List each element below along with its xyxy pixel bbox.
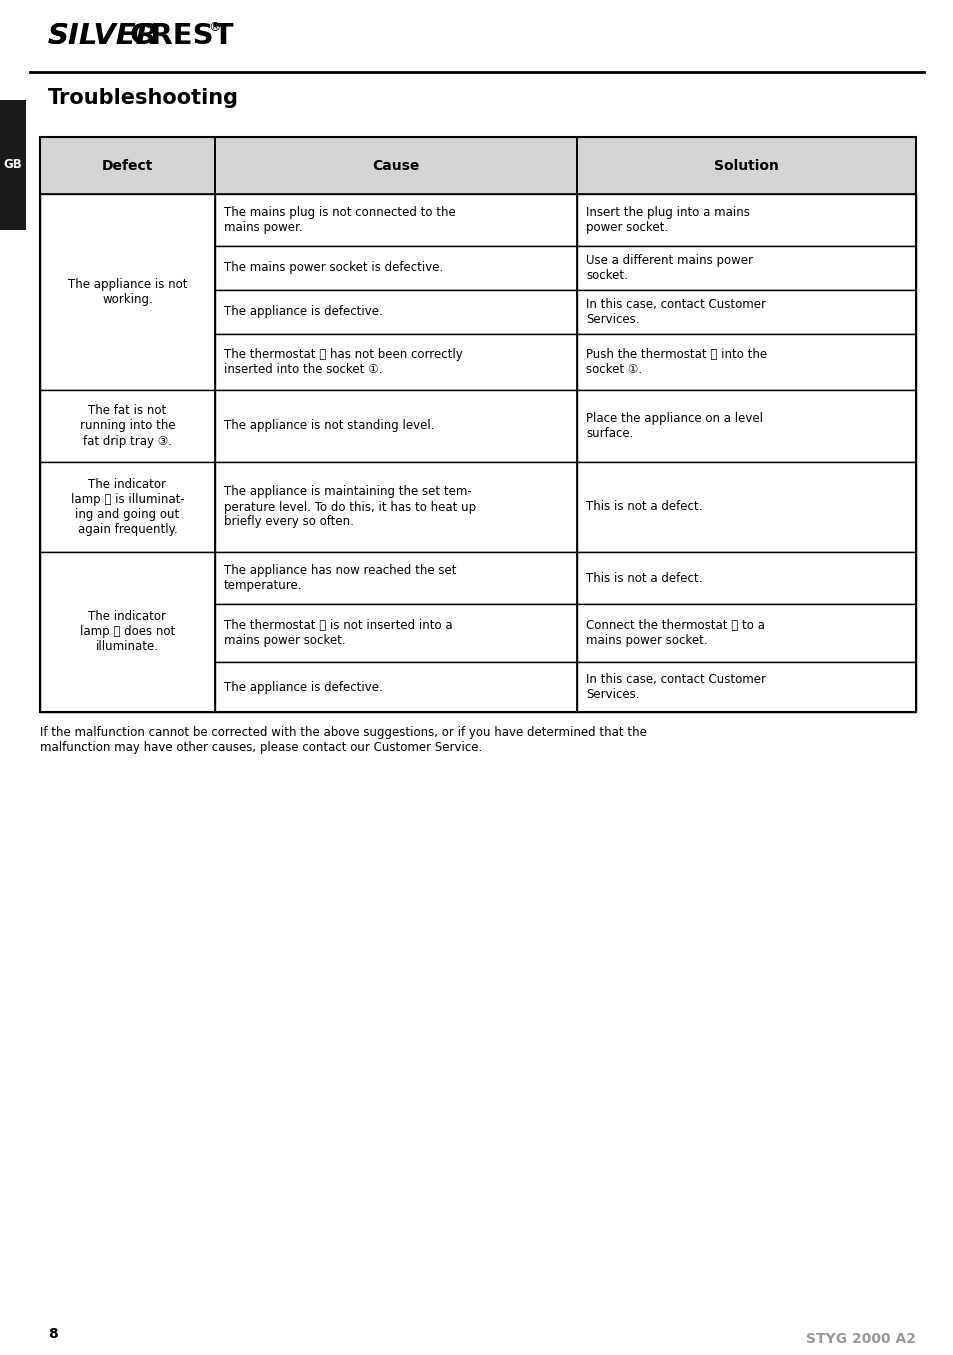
Text: The mains power socket is defective.: The mains power socket is defective. xyxy=(224,262,443,275)
Text: Troubleshooting: Troubleshooting xyxy=(48,88,239,108)
Text: The indicator
lamp ⓕ does not
illuminate.: The indicator lamp ⓕ does not illuminate… xyxy=(80,611,175,653)
Text: ®: ® xyxy=(208,20,220,34)
Text: Cause: Cause xyxy=(372,159,419,172)
Bar xyxy=(40,137,915,711)
Text: GB: GB xyxy=(4,159,22,172)
Bar xyxy=(214,663,577,711)
Text: Defect: Defect xyxy=(102,159,153,172)
Bar xyxy=(214,333,577,390)
Bar xyxy=(214,290,577,333)
Text: The appliance is not standing level.: The appliance is not standing level. xyxy=(224,420,434,432)
Text: Solution: Solution xyxy=(713,159,778,172)
Text: The fat is not
running into the
fat drip tray ③.: The fat is not running into the fat drip… xyxy=(80,405,175,447)
Bar xyxy=(214,604,577,663)
Text: The appliance is defective.: The appliance is defective. xyxy=(224,305,382,318)
Text: Insert the plug into a mains
power socket.: Insert the plug into a mains power socke… xyxy=(585,206,749,234)
Bar xyxy=(214,247,577,290)
Bar xyxy=(577,247,915,290)
Text: S: S xyxy=(48,22,69,50)
Bar xyxy=(0,100,26,230)
Text: Connect the thermostat ⓔ to a
mains power socket.: Connect the thermostat ⓔ to a mains powe… xyxy=(585,619,764,646)
Text: This is not a defect.: This is not a defect. xyxy=(585,572,701,584)
Bar xyxy=(577,462,915,551)
Text: The appliance is not
working.: The appliance is not working. xyxy=(68,278,187,306)
Bar xyxy=(577,663,915,711)
Bar xyxy=(577,333,915,390)
Text: Use a different mains power
socket.: Use a different mains power socket. xyxy=(585,253,752,282)
Bar xyxy=(40,137,915,194)
Bar xyxy=(577,604,915,663)
Text: 8: 8 xyxy=(48,1327,58,1341)
Text: The thermostat ⓔ has not been correctly
inserted into the socket ①.: The thermostat ⓔ has not been correctly … xyxy=(224,348,462,375)
Text: The thermostat ⓔ is not inserted into a
mains power socket.: The thermostat ⓔ is not inserted into a … xyxy=(224,619,452,646)
Bar xyxy=(577,390,915,462)
Text: In this case, contact Customer
Services.: In this case, contact Customer Services. xyxy=(585,298,765,327)
Text: If the malfunction cannot be corrected with the above suggestions, or if you hav: If the malfunction cannot be corrected w… xyxy=(40,726,646,753)
Bar xyxy=(214,390,577,462)
Text: The appliance has now reached the set
temperature.: The appliance has now reached the set te… xyxy=(224,564,456,592)
Text: This is not a defect.: This is not a defect. xyxy=(585,500,701,514)
Text: SILVER: SILVER xyxy=(48,22,159,50)
Text: In this case, contact Customer
Services.: In this case, contact Customer Services. xyxy=(585,673,765,701)
Bar xyxy=(40,194,214,390)
Bar xyxy=(214,194,577,247)
Bar xyxy=(214,551,577,604)
Text: The appliance is maintaining the set tem-
perature level. To do this, it has to : The appliance is maintaining the set tem… xyxy=(224,485,476,528)
Text: The appliance is defective.: The appliance is defective. xyxy=(224,680,382,694)
Text: CREST: CREST xyxy=(130,22,234,50)
Text: Place the appliance on a level
surface.: Place the appliance on a level surface. xyxy=(585,412,762,440)
Bar xyxy=(40,390,214,462)
Bar xyxy=(214,462,577,551)
Bar xyxy=(577,551,915,604)
Bar xyxy=(40,551,214,711)
Bar xyxy=(577,290,915,333)
Bar xyxy=(40,462,214,551)
Text: STYG 2000 A2: STYG 2000 A2 xyxy=(805,1332,915,1346)
Text: The mains plug is not connected to the
mains power.: The mains plug is not connected to the m… xyxy=(224,206,456,234)
Text: The indicator
lamp ⓕ is illuminat-
ing and going out
again frequently.: The indicator lamp ⓕ is illuminat- ing a… xyxy=(71,478,184,537)
Bar xyxy=(577,194,915,247)
Text: Push the thermostat ⓔ into the
socket ①.: Push the thermostat ⓔ into the socket ①. xyxy=(585,348,766,375)
